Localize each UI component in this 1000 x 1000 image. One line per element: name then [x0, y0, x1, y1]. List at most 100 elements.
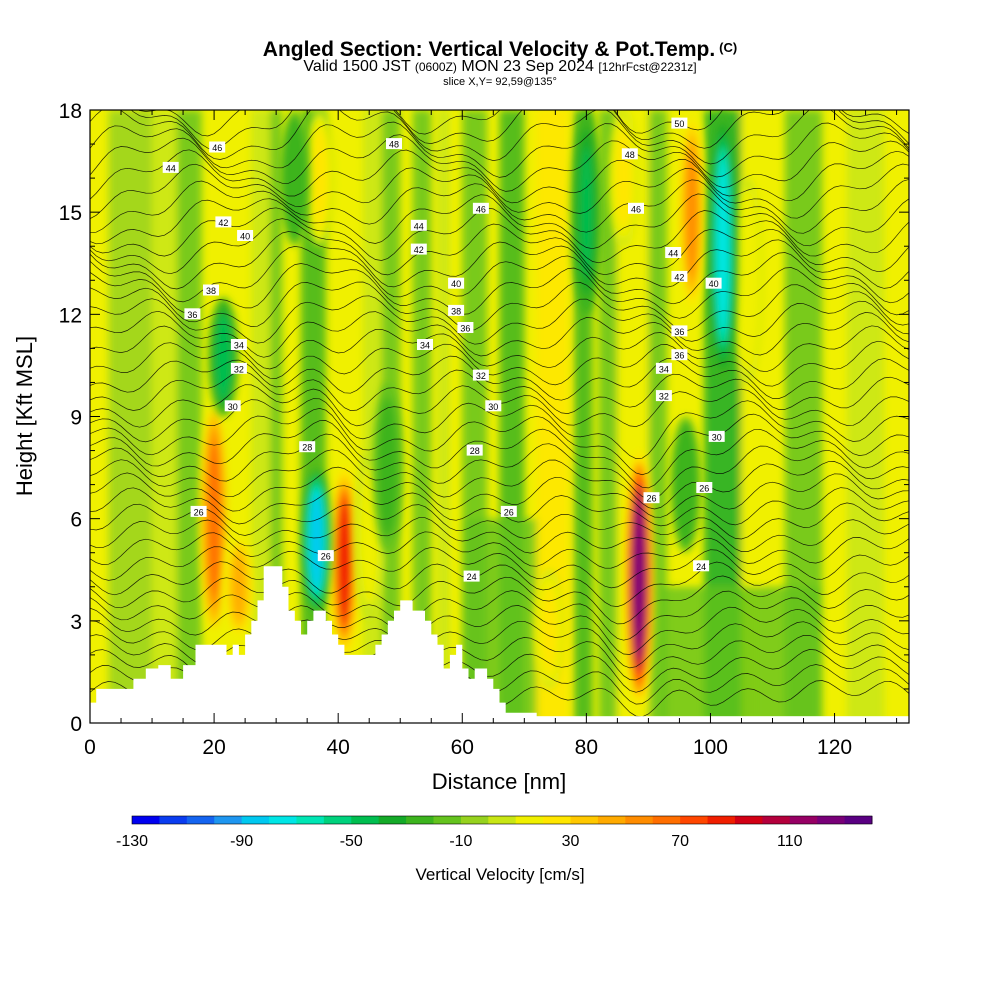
- theta-label: 44: [665, 247, 682, 259]
- theta-contour-line: [90, 218, 909, 276]
- core-layer: [686, 146, 698, 278]
- theta-label-text: 50: [674, 119, 684, 129]
- valid-prefix: Valid 1500 JST: [303, 58, 411, 75]
- ground-strip: [90, 716, 909, 723]
- theta-label-box: [230, 339, 247, 350]
- theta-contour-line: [90, 466, 909, 518]
- theta-label: 38: [448, 304, 465, 316]
- theta-label: 40: [448, 277, 465, 289]
- theta-label-text: 26: [321, 552, 331, 562]
- colorbar-swatch: [789, 816, 818, 824]
- theta-label-box: [466, 444, 483, 456]
- velocity-band: [412, 110, 432, 723]
- colorbar-swatch: [597, 816, 626, 824]
- velocity-band: [152, 110, 177, 723]
- updraft-core: [732, 178, 763, 383]
- colorbar-swatch: [159, 816, 188, 824]
- theta-label-text: 42: [414, 245, 424, 255]
- theta-contour-line: [90, 231, 909, 290]
- colorbar-swatch: [844, 816, 873, 824]
- theta-label-box: [410, 219, 427, 231]
- theta-label: 30: [708, 430, 725, 442]
- theta-label-text: 30: [228, 402, 238, 412]
- theta-label-box: [500, 505, 517, 517]
- theta-label-box: [665, 247, 682, 258]
- colorbar-tick-label: -50: [340, 833, 363, 850]
- theta-contour-line: [90, 531, 909, 569]
- colorbar-swatch: [625, 816, 654, 824]
- theta-label: 30: [224, 400, 241, 412]
- y-tick-label: 15: [59, 202, 82, 225]
- theta-contour-line: [90, 502, 909, 540]
- core-layer: [742, 214, 754, 346]
- core-layer: [618, 134, 629, 222]
- y-tick-label: 6: [70, 509, 82, 532]
- core-layer: [338, 501, 350, 622]
- theta-contour-line: [90, 561, 909, 607]
- theta-label-box: [621, 148, 638, 160]
- theta-label-box: [417, 339, 433, 350]
- theta-label: 32: [472, 369, 489, 381]
- theta-contour-line: [90, 110, 909, 165]
- velocity-band: [437, 110, 450, 723]
- theta-label: 46: [209, 141, 226, 153]
- colorbar-swatch: [817, 816, 846, 824]
- colorbar-swatch: [241, 816, 270, 824]
- theta-label: 24: [463, 570, 480, 582]
- velocity-band: [108, 110, 153, 723]
- colorbar-swatch: [351, 816, 380, 824]
- downdraft-core: [670, 416, 701, 553]
- theta-label-text: 30: [712, 432, 722, 442]
- theta-label-text: 34: [234, 341, 244, 351]
- theta-label-box: [215, 216, 232, 228]
- y-tick-label: 12: [59, 304, 82, 327]
- y-tick-label: 18: [59, 100, 82, 123]
- colorbar-swatch: [488, 816, 517, 824]
- theta-label-box: [386, 138, 402, 150]
- y-axis-label: Height [Kft MSL]: [12, 336, 37, 496]
- theta-label: 26: [696, 482, 713, 494]
- y-tick-label: 9: [70, 407, 82, 430]
- theta-label-text: 28: [302, 443, 312, 453]
- theta-label-box: [457, 322, 474, 333]
- theta-label-text: 36: [460, 324, 470, 334]
- colorbar-swatch: [543, 816, 572, 824]
- theta-contour-line: [90, 149, 909, 204]
- theta-label-box: [463, 570, 480, 582]
- downdraft-core: [301, 467, 332, 615]
- theta-label-box: [655, 390, 672, 402]
- core-layer: [311, 493, 322, 588]
- colorbar-tick-label: 30: [562, 833, 580, 850]
- downdraft-core: [208, 297, 239, 417]
- theta-contour-line: [90, 398, 909, 459]
- colorbar-label: Vertical Velocity [cm/s]: [415, 865, 584, 884]
- theta-contour-line: [90, 546, 909, 589]
- theta-label-box: [696, 482, 713, 493]
- theta-contour-line: [90, 263, 909, 319]
- theta-label: 26: [190, 505, 207, 517]
- theta-contour-line: [90, 295, 909, 345]
- theta-label: 32: [655, 390, 672, 402]
- colorbar-swatch: [680, 816, 709, 824]
- theta-label: 24: [693, 560, 710, 572]
- colorbar-swatch: [707, 816, 736, 824]
- theta-contour-line: [90, 281, 909, 332]
- theta-label-box: [448, 277, 465, 289]
- theta-label-text: 26: [699, 484, 709, 494]
- theta-label-box: [448, 304, 465, 316]
- theta-label: 36: [457, 322, 474, 334]
- colorbar-swatch: [214, 816, 243, 824]
- theta-label: 34: [655, 362, 672, 374]
- theta-label: 36: [671, 325, 688, 337]
- theta-label-box: [708, 430, 725, 442]
- theta-label-box: [190, 505, 207, 517]
- theta-label-text: 30: [488, 402, 498, 412]
- colorbar-swatch: [269, 816, 297, 824]
- theta-label-text: 32: [659, 392, 669, 402]
- theta-label: 34: [230, 339, 247, 351]
- theta-label-box: [472, 369, 489, 381]
- theta-label-box: [643, 492, 660, 504]
- theta-label-box: [230, 362, 247, 374]
- colorbar-frame: [131, 815, 873, 825]
- colorbar-swatch: [323, 816, 352, 824]
